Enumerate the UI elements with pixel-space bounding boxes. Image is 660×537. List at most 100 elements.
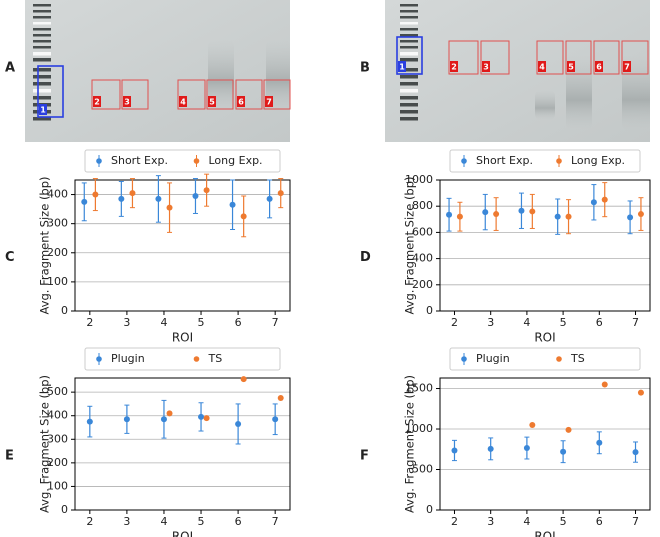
x-axis-label: ROI (534, 530, 555, 537)
roi-label: 7 (266, 98, 272, 107)
y-tick-label: 400 (412, 252, 433, 265)
y-tick-label: 200 (412, 278, 433, 291)
ladder-band (33, 68, 51, 72)
x-tick-label: 5 (198, 316, 205, 329)
data-point (529, 208, 536, 215)
x-tick-label: 3 (487, 515, 494, 528)
roi-label: 3 (124, 98, 130, 107)
roi-label: 6 (238, 98, 244, 107)
ladder-band (400, 52, 418, 56)
roi-tag (93, 96, 101, 107)
data-point (277, 190, 284, 197)
legend: Plugin TS (449, 347, 641, 371)
x-tick-label: 3 (123, 316, 130, 329)
roi-tag (179, 96, 187, 107)
roi-label: 5 (568, 63, 574, 72)
y-tick-label: 500 (47, 385, 68, 398)
y-tick-label: 300 (47, 432, 68, 445)
y-tick-label: 200 (47, 246, 68, 259)
y-tick-label: 0 (61, 304, 68, 317)
roi-label: 6 (596, 63, 602, 72)
y-tick-label: 0 (61, 503, 68, 516)
x-tick-label: 5 (198, 515, 205, 528)
roi-tag (265, 96, 273, 107)
data-point (123, 416, 130, 423)
ladder-band (33, 82, 51, 86)
legend: Plugin TS (84, 347, 281, 371)
roi-tag (208, 96, 216, 107)
data-point (81, 198, 88, 205)
roi-box (565, 40, 592, 75)
roi-box (263, 79, 291, 110)
data-point (554, 213, 561, 220)
data-point (266, 195, 273, 202)
x-tick-label: 4 (523, 515, 530, 528)
y-tick-label: 1000 (405, 422, 433, 435)
legend-frame (84, 149, 281, 173)
legend-marker (193, 356, 200, 362)
data-point (118, 195, 125, 202)
x-tick-label: 2 (451, 515, 458, 528)
plot-frame (439, 179, 651, 312)
roi-tag (538, 61, 546, 72)
data-point (272, 416, 279, 423)
y-axis-label: Avg. Fragment Size (bp) (38, 176, 52, 314)
data-point (92, 191, 99, 198)
legend-label: Plugin (111, 352, 145, 365)
legend-frame (449, 149, 641, 173)
roi-tag (123, 96, 131, 107)
x-tick-label: 6 (596, 515, 603, 528)
ladder-band (400, 75, 418, 79)
y-tick-label: 100 (47, 275, 68, 288)
x-tick-label: 2 (86, 316, 93, 329)
data-point (277, 395, 284, 402)
y-tick-label: 1500 (405, 382, 433, 395)
data-point (235, 420, 242, 427)
data-point (627, 214, 634, 221)
roi-tag (595, 61, 603, 72)
roi-label: 5 (209, 98, 215, 107)
data-point (493, 211, 500, 218)
roi-tag (450, 61, 458, 72)
x-tick-label: 7 (632, 515, 639, 528)
legend-marker (461, 356, 467, 362)
roi-label: 1 (399, 63, 405, 72)
ladder-band (400, 22, 418, 25)
plot-frame (439, 377, 651, 511)
ladder-band (400, 46, 418, 49)
roi-box (37, 65, 64, 118)
ladder-band (33, 16, 51, 19)
data-point (565, 426, 572, 433)
data-point (451, 447, 458, 454)
gel-smear (208, 40, 234, 110)
ladder-band (400, 40, 418, 43)
x-tick-label: 7 (272, 515, 279, 528)
ladder-band (400, 28, 418, 31)
gel-smear (266, 40, 290, 110)
panel-label: E (5, 449, 14, 464)
x-axis-label: ROI (172, 530, 193, 537)
y-tick-label: 1000 (405, 173, 433, 186)
y-axis-label: Avg. Fragment Size (bp) (38, 375, 52, 513)
legend-label: Long Exp. (571, 154, 625, 167)
data-point (240, 213, 247, 220)
data-point (601, 381, 608, 388)
x-tick-label: 2 (86, 515, 93, 528)
ladder-band (33, 46, 51, 49)
ladder-band (33, 89, 51, 93)
data-point (523, 445, 530, 452)
plot-frame (74, 377, 291, 511)
roi-label: 2 (94, 98, 100, 107)
panel-label: A (5, 61, 15, 76)
data-point (203, 415, 210, 422)
legend: Short Exp. Long Exp. (449, 149, 641, 173)
ladder-band (400, 34, 418, 37)
x-tick-label: 4 (160, 316, 167, 329)
panel-label: D (360, 250, 371, 265)
ladder-band (400, 110, 418, 114)
x-axis-label: ROI (534, 331, 555, 345)
legend-frame (84, 347, 281, 371)
roi-box (593, 40, 620, 75)
roi-box (536, 40, 564, 75)
data-point (166, 204, 173, 211)
